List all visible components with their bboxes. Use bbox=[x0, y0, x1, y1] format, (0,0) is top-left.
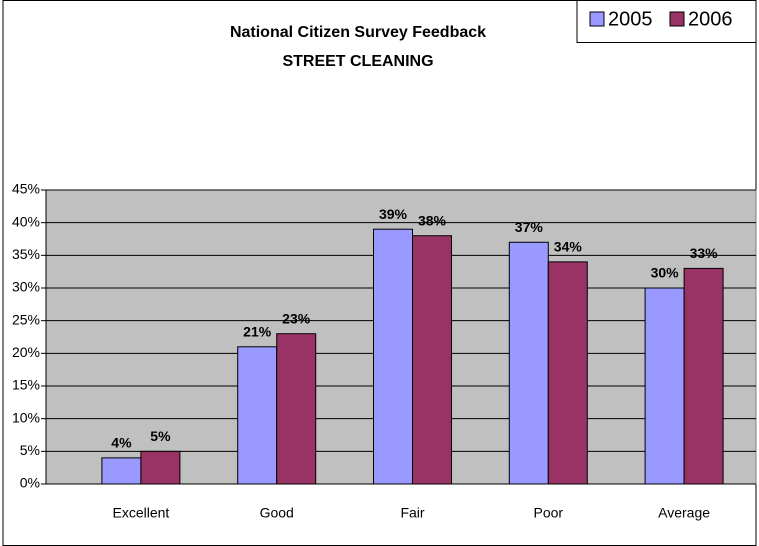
bar bbox=[412, 235, 452, 485]
legend-label: 2005 bbox=[608, 8, 653, 30]
legend-box bbox=[576, 0, 757, 43]
x-tick-label: Good bbox=[260, 505, 294, 521]
x-tick-label: Average bbox=[658, 505, 710, 521]
x-tick-label: Excellent bbox=[112, 505, 169, 521]
legend-swatch bbox=[669, 11, 685, 27]
y-tick-label: 35% bbox=[12, 246, 40, 262]
value-label: 39% bbox=[379, 206, 408, 222]
bar bbox=[547, 261, 588, 485]
value-label: 38% bbox=[418, 212, 447, 228]
bar bbox=[101, 457, 142, 485]
legend-swatch bbox=[589, 11, 605, 27]
value-label: 30% bbox=[651, 265, 680, 281]
bar bbox=[140, 450, 181, 485]
legend-label: 2006 bbox=[688, 8, 733, 30]
value-label: 21% bbox=[243, 324, 272, 340]
bar bbox=[683, 267, 724, 485]
bar bbox=[373, 228, 413, 485]
y-tick-label: 25% bbox=[12, 311, 40, 327]
chart-title: National Citizen Survey Feedback bbox=[230, 24, 486, 41]
bar bbox=[644, 287, 685, 485]
x-tick-label: Poor bbox=[534, 505, 564, 521]
bar bbox=[508, 241, 549, 485]
value-label: 34% bbox=[554, 239, 583, 255]
y-tick-label: 30% bbox=[12, 279, 40, 295]
chart-subtitle: STREET CLEANING bbox=[282, 53, 433, 70]
value-label: 5% bbox=[150, 428, 171, 444]
x-tick-label: Fair bbox=[400, 505, 424, 521]
value-label: 4% bbox=[111, 435, 132, 451]
value-label: 37% bbox=[515, 219, 544, 235]
y-tick-label: 15% bbox=[12, 377, 40, 393]
y-tick-label: 40% bbox=[12, 213, 40, 229]
bar bbox=[276, 333, 317, 485]
y-tick-label: 20% bbox=[12, 344, 40, 360]
value-label: 33% bbox=[690, 245, 719, 261]
y-tick-label: 5% bbox=[20, 442, 40, 458]
value-label: 23% bbox=[282, 310, 311, 326]
y-tick-label: 10% bbox=[12, 409, 40, 425]
bar bbox=[237, 346, 278, 485]
y-tick-label: 45% bbox=[12, 181, 40, 197]
y-tick-label: 0% bbox=[20, 475, 40, 491]
